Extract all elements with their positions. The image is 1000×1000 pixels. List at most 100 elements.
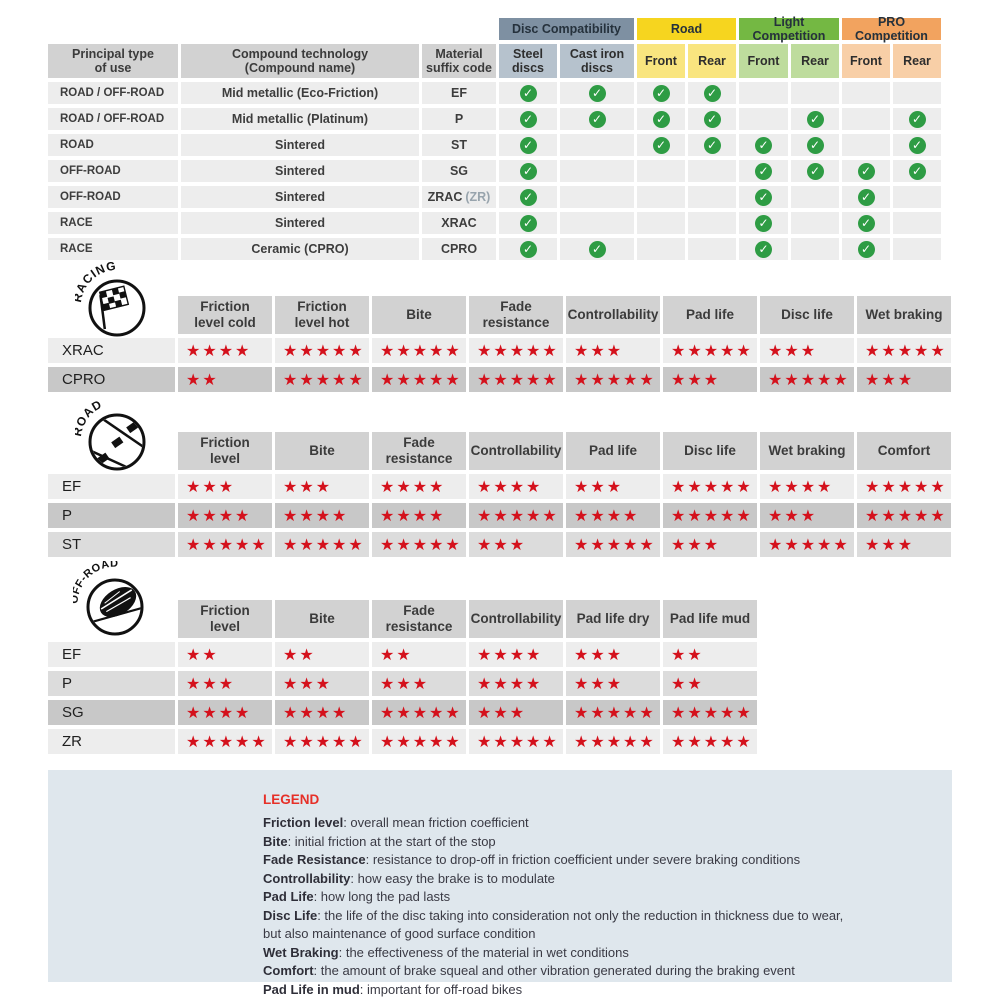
check-cell: ✓	[791, 134, 839, 156]
compound-row-label: ZR	[48, 729, 175, 754]
check-cell	[560, 160, 634, 182]
star-rating: ★★★★★	[857, 338, 951, 363]
check-cell: ✓	[739, 186, 788, 208]
check-cell: ✓	[499, 238, 557, 260]
check-cell: ✓	[499, 160, 557, 182]
rating-column-header: Wet braking	[857, 296, 951, 334]
star-rating: ★★	[372, 642, 466, 667]
star-rating: ★★★★★	[469, 338, 563, 363]
check-cell	[893, 186, 941, 208]
legend-term: Pad Life in mud	[263, 981, 360, 997]
check-icon: ✓	[857, 162, 875, 180]
check-cell	[560, 186, 634, 208]
check-cell: ✓	[637, 134, 685, 156]
sub-header: Rear	[688, 44, 736, 78]
legend-entry: Pad Life in mud: important for off-road …	[263, 981, 523, 997]
check-cell: ✓	[791, 108, 839, 130]
legend-term: Fade Resistance	[263, 852, 366, 867]
compound-row-label: EF	[48, 642, 175, 667]
compat-table: Disc Compatibility Road Light Competition P…	[48, 15, 941, 260]
legend-entry: Wet Braking: the effectiveness of the ma…	[263, 944, 629, 960]
star-rating: ★★★	[566, 338, 660, 363]
check-icon: ✓	[806, 162, 824, 180]
check-cell: ✓	[499, 108, 557, 130]
check-cell: ✓	[637, 108, 685, 130]
star-rating: ★★★★★	[469, 367, 563, 392]
check-icon: ✓	[703, 136, 721, 154]
sub-header: Front	[637, 44, 685, 78]
group-header: PRO Competition	[842, 15, 941, 43]
rating-column-header: Disc life	[663, 432, 757, 470]
check-cell	[688, 212, 736, 234]
star-rating: ★★★	[566, 642, 660, 667]
star-rating: ★★★	[760, 503, 854, 528]
star-rating: ★★★★★	[469, 503, 563, 528]
use-cell: RACE	[48, 238, 178, 260]
legend-entry: Fade Resistance: resistance to drop-off …	[263, 852, 801, 867]
check-cell	[739, 82, 788, 104]
star-rating: ★★★★★	[663, 474, 757, 499]
check-icon: ✓	[519, 214, 537, 232]
star-rating: ★★	[178, 642, 272, 667]
rating-column-header: Fade resistance	[372, 600, 466, 638]
check-cell: ✓	[499, 82, 557, 104]
check-icon: ✓	[652, 136, 670, 154]
column-header: Material suffix code	[422, 44, 496, 78]
offroad-ratings-table: Friction level Bite Fade resistance Control…	[48, 600, 757, 754]
check-cell: ✓	[739, 160, 788, 182]
legend-entry: Friction level: overall mean friction co…	[263, 815, 529, 830]
check-cell	[637, 238, 685, 260]
use-cell: RACE	[48, 212, 178, 234]
legend-term: Wet Braking	[263, 944, 339, 960]
compound-row-label: ST	[48, 532, 175, 557]
star-rating: ★★★★★	[178, 729, 272, 754]
star-rating: ★★★★	[469, 671, 563, 696]
star-rating: ★★★★★	[372, 338, 466, 363]
star-rating: ★★★★★	[275, 338, 369, 363]
code-cell: ST	[422, 134, 496, 156]
check-cell	[791, 82, 839, 104]
group-header: Road	[637, 18, 736, 40]
rating-column-header: Fade resistance	[469, 296, 563, 334]
star-rating: ★★★★★	[760, 532, 854, 557]
compound-cell: Sintered	[181, 186, 419, 208]
rating-column-header: Wet braking	[760, 432, 854, 470]
code-note: (ZR)	[465, 190, 491, 204]
check-cell: ✓	[739, 134, 788, 156]
rating-column-header: Pad life dry	[566, 600, 660, 638]
star-rating: ★★★	[178, 671, 272, 696]
rating-column-header: Disc life	[760, 296, 854, 334]
star-rating: ★★★★	[469, 642, 563, 667]
star-rating: ★★★★★	[275, 367, 369, 392]
check-icon: ✓	[857, 240, 875, 258]
compound-row-label: P	[48, 671, 175, 696]
check-icon: ✓	[703, 84, 721, 102]
star-rating: ★★★	[760, 338, 854, 363]
check-cell	[637, 212, 685, 234]
code-cell: CPRO	[422, 238, 496, 260]
use-cell: OFF-ROAD	[48, 186, 178, 208]
sub-header: Steel discs	[499, 44, 557, 78]
star-rating: ★★★★	[469, 474, 563, 499]
check-cell: ✓	[739, 238, 788, 260]
rating-column-header: Controllability	[566, 296, 660, 334]
rating-column-header: Bite	[275, 600, 369, 638]
rating-column-header: Bite	[372, 296, 466, 334]
star-rating: ★★★★★	[178, 532, 272, 557]
star-rating: ★★★★★	[566, 532, 660, 557]
rating-column-header: Friction level	[178, 600, 272, 638]
use-cell: OFF-ROAD	[48, 160, 178, 182]
star-rating: ★★★★	[372, 474, 466, 499]
legend-term: Controllability	[263, 870, 351, 886]
legend-entry: Bite: initial friction at the start of t…	[263, 833, 496, 849]
check-icon: ✓	[652, 110, 670, 128]
star-rating: ★★	[275, 642, 369, 667]
check-icon: ✓	[652, 84, 670, 102]
star-rating: ★★★	[663, 532, 757, 557]
star-rating: ★★★★★	[566, 729, 660, 754]
star-rating: ★★★★★	[372, 532, 466, 557]
check-icon: ✓	[519, 84, 537, 102]
compound-cell: Mid metallic (Platinum)	[181, 108, 419, 130]
sub-header: Rear	[893, 44, 941, 78]
check-icon: ✓	[908, 162, 926, 180]
